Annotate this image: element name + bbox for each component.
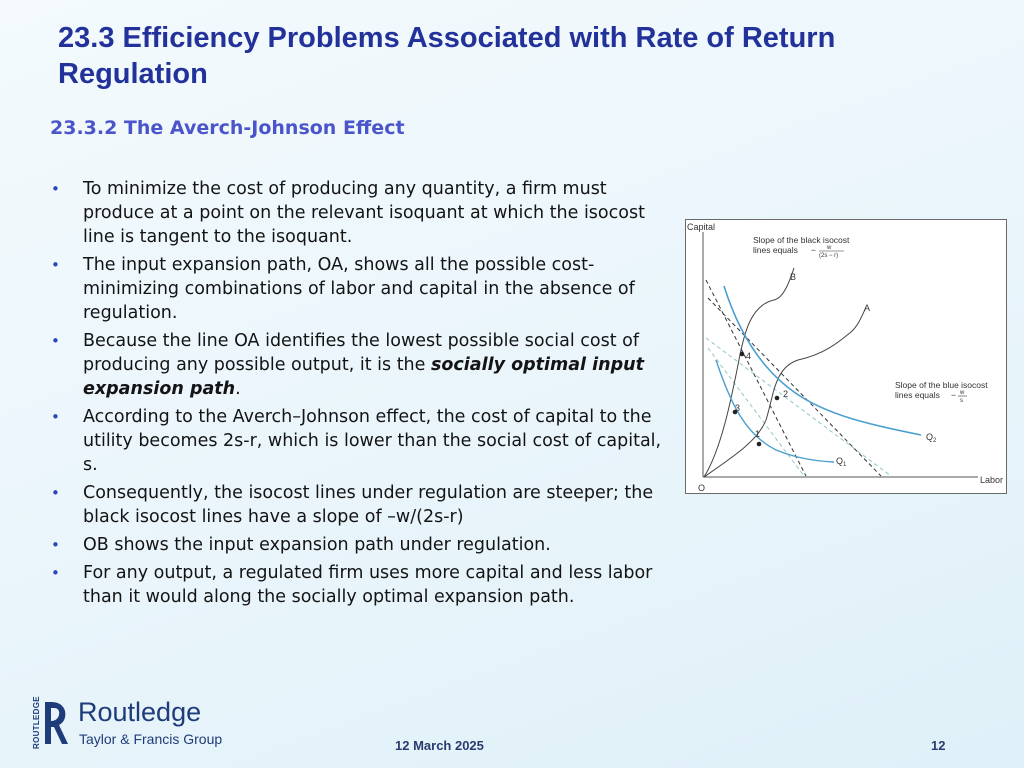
bullet-text-pre: Because the line OA identifies the lowes… — [83, 331, 639, 375]
bullet-text: The input expansion path, OA, shows all … — [83, 255, 635, 323]
blue-slope-note: Slope of the blue isocost lines equals − — [895, 380, 990, 400]
q1-label: Q1 — [836, 456, 847, 468]
origin-label: O — [698, 483, 705, 493]
point-4-label: 4 — [746, 351, 751, 361]
black-isocost-line-2 — [705, 279, 807, 477]
blue-isocost-line-1 — [707, 347, 805, 477]
bullet-item: • Consequently, the isocost lines under r… — [48, 481, 668, 529]
point-1-marker — [756, 441, 762, 447]
blue-slope-numerator: w — [959, 390, 965, 396]
q2-label: Q2 — [926, 432, 937, 444]
bullet-item: • According to the Averch–Johnson effect,… — [48, 405, 668, 477]
bullet-icon: • — [51, 536, 60, 554]
x-axis-label: Labor — [980, 475, 1003, 485]
figure-svg: Capital Labor O 1 2 3 4 B A Q2 Q1 Slope … — [687, 222, 1003, 493]
routledge-r-icon — [45, 702, 68, 744]
point-3-marker — [732, 409, 738, 415]
isoquant-q1 — [715, 359, 835, 463]
bullet-icon: • — [51, 484, 60, 502]
bullet-item: • OB shows the input expansion path unde… — [48, 533, 668, 557]
bullet-item: • The input expansion path, OA, shows all… — [48, 253, 668, 325]
black-slope-numerator: w — [826, 245, 832, 251]
blue-slope-denominator: s — [960, 398, 963, 404]
slide-subtitle: 23.3.2 The Averch-Johnson Effect — [50, 117, 405, 139]
bullet-item: • For any output, a regulated firm uses m… — [48, 561, 668, 609]
point-3-label: 3 — [735, 403, 740, 413]
black-slope-note: Slope of the black isocost lines equals … — [753, 235, 852, 255]
logo-vertical-text: ROUTLEDGE — [32, 696, 41, 749]
bullet-item: • Because the line OA identifies the lowe… — [48, 329, 668, 401]
bullet-text: Because the line OA identifies the lowes… — [83, 331, 644, 399]
bullet-icon: • — [51, 564, 60, 582]
bullet-text: OB shows the input expansion path under … — [83, 535, 551, 555]
black-slope-denominator: (2s − r) — [819, 253, 838, 259]
expansion-path-b — [703, 267, 795, 478]
bullet-text: For any output, a regulated firm uses mo… — [83, 563, 653, 607]
bullet-text-post: . — [235, 379, 241, 399]
bullet-text: To minimize the cost of producing any qu… — [83, 179, 645, 247]
logo-name: Routledge — [78, 697, 202, 727]
emphasis-text: socially optimal input expansion path — [83, 355, 644, 399]
logo-tagline: Taylor & Francis Group — [79, 731, 223, 747]
bullet-list: • To minimize the cost of producing any q… — [48, 177, 668, 613]
blue-isocost-line-2 — [705, 337, 892, 477]
expansion-path-a — [703, 306, 867, 478]
path-a-label: A — [864, 303, 870, 313]
bullet-icon: • — [51, 256, 60, 274]
isoquant-q2 — [723, 285, 922, 436]
black-isocost-line-1 — [707, 297, 882, 477]
bullet-text: According to the Averch–Johnson effect, … — [83, 407, 662, 475]
bullet-icon: • — [51, 408, 60, 426]
bullet-text: Consequently, the isocost lines under re… — [83, 483, 654, 527]
bullet-item: • To minimize the cost of producing any q… — [48, 177, 668, 249]
point-2-marker — [774, 395, 780, 401]
averch-johnson-figure: Capital Labor O 1 2 3 4 B A Q2 Q1 Slope … — [685, 219, 1007, 494]
page-number: 12 — [931, 738, 946, 753]
point-1-label: 1 — [755, 429, 760, 439]
bullet-icon: • — [51, 332, 60, 350]
path-b-label: B — [790, 272, 796, 282]
y-axis-label: Capital — [687, 222, 715, 232]
slide-title: 23.3 Efficiency Problems Associated with… — [58, 22, 836, 90]
footer-date: 12 March 2025 — [395, 738, 484, 753]
bullet-icon: • — [51, 180, 60, 198]
point-4-marker — [739, 351, 745, 357]
routledge-logo: ROUTLEDGE Routledge Taylor & Francis Gro… — [30, 696, 230, 755]
point-2-label: 2 — [783, 389, 788, 399]
